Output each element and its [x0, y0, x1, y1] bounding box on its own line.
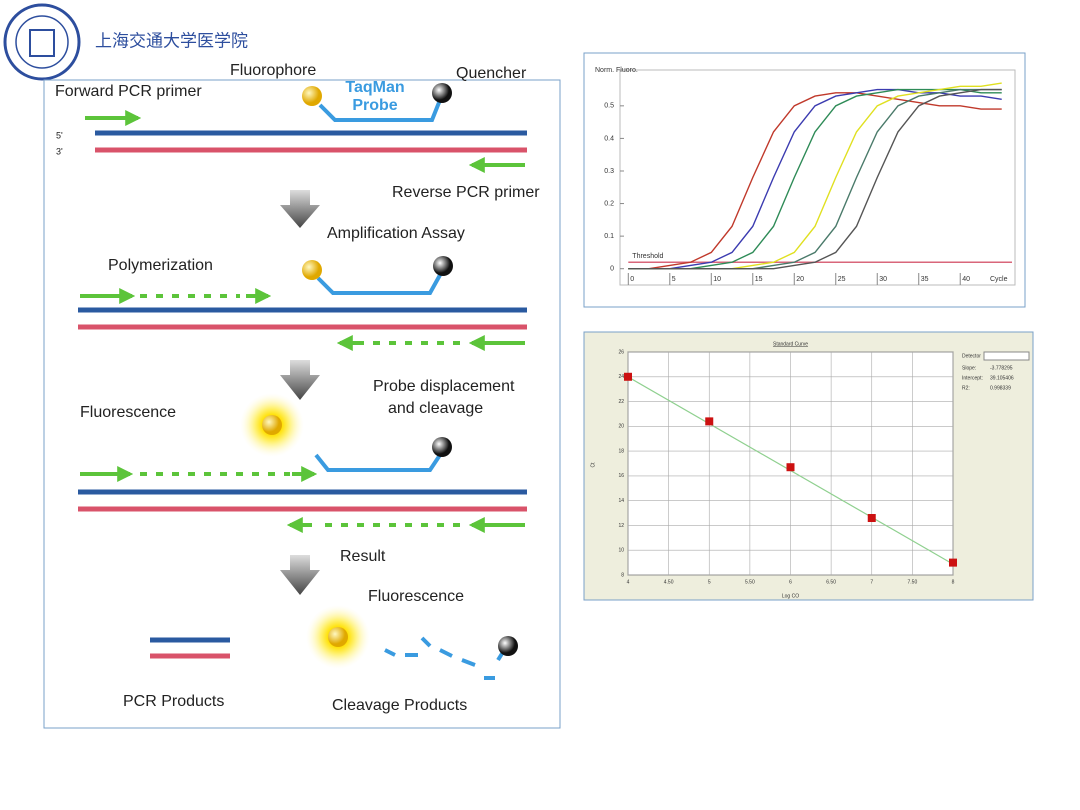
x-tick-label: 0	[630, 276, 634, 283]
point	[786, 463, 795, 472]
curve	[628, 92, 1002, 270]
x-tick-label: 40	[962, 276, 970, 283]
x-tick-label: 8	[952, 579, 955, 585]
y-tick-label: 24	[618, 374, 624, 380]
x-tick-label: 7	[870, 579, 873, 585]
x-tick-label: 20	[796, 276, 804, 283]
x-tick-label: 35	[921, 276, 929, 283]
fragments	[384, 636, 505, 680]
y-tick-label: 0.3	[604, 168, 614, 175]
x-tick-label: 4.50	[664, 579, 674, 585]
y-axis-label: Ct	[590, 462, 596, 468]
quencher	[433, 256, 453, 276]
x-tick-label: 7.50	[908, 579, 918, 585]
probe	[314, 453, 442, 472]
stat-label: R2:	[962, 385, 970, 391]
y-tick-label: 22	[618, 399, 624, 405]
curve	[628, 88, 1002, 270]
probe	[318, 99, 442, 122]
y-tick-label: 16	[618, 473, 624, 479]
stat-label: Slope:	[962, 365, 976, 371]
x-tick-label: 6	[789, 579, 792, 585]
fluorophore	[262, 415, 282, 435]
label: 5'	[56, 130, 63, 140]
label: PCR Products	[123, 693, 224, 710]
x-tick-label: 5	[708, 579, 711, 585]
x-tick-label: 10	[713, 276, 721, 283]
x-tick-label: 30	[879, 276, 887, 283]
stat-value: 0.998339	[990, 385, 1011, 391]
label: Reverse PCR primer	[392, 184, 540, 201]
quencher	[498, 636, 518, 656]
label: Fluorophore	[230, 62, 316, 79]
label: TaqMan	[345, 79, 404, 96]
label: Fluorescence	[368, 588, 464, 605]
y-tick-label: 10	[618, 548, 624, 554]
quencher	[432, 83, 452, 103]
y-tick-label: 0.4	[604, 135, 614, 142]
point	[624, 372, 632, 381]
x-tick-label: 25	[838, 276, 846, 283]
y-tick-label: 0.5	[604, 103, 614, 110]
x-tick-label: 6.50	[826, 579, 836, 585]
point	[867, 514, 876, 523]
logo	[3, 3, 81, 81]
detector-select	[983, 351, 1030, 361]
x-tick-label: 5.50	[745, 579, 755, 585]
x-tick-label: 15	[755, 276, 763, 283]
y-tick-label: 0.1	[604, 233, 614, 240]
x-tick-label: 4	[627, 579, 630, 585]
label: 3'	[56, 146, 63, 156]
diagram: Forward PCR primer Fluorophore TaqMan Pr…	[43, 62, 561, 729]
y-tick-label: 0.2	[604, 200, 614, 207]
x-axis-label: Log CO	[782, 593, 799, 599]
chart-title: Standard Curve	[773, 341, 808, 347]
step-arrow	[280, 555, 320, 595]
label: Amplification Assay	[327, 225, 465, 242]
point	[949, 558, 957, 567]
detector-label: Detector	[962, 353, 981, 359]
label: Result	[340, 548, 386, 565]
stat-value: -3.778295	[990, 365, 1013, 371]
probe	[316, 274, 442, 295]
y-tick-label: 12	[618, 523, 624, 529]
header-title: 上海交通大学医学院	[95, 32, 248, 52]
step-arrow	[280, 360, 320, 400]
y-tick-label: 14	[618, 498, 624, 504]
y-tick-label: 8	[621, 572, 624, 578]
threshold-label: Threshold	[632, 253, 663, 260]
x-axis-label: Cycle	[990, 276, 1008, 283]
plot-area	[619, 69, 1016, 286]
y-tick-label: 18	[618, 448, 624, 454]
quencher	[432, 437, 452, 457]
label: Polymerization	[108, 257, 213, 274]
point	[705, 417, 714, 426]
label: Quencher	[456, 65, 527, 82]
stat-label: Intercept:	[962, 375, 983, 381]
y-axis-label: Norm. Fluoro.	[595, 67, 638, 74]
label: Cleavage Products	[332, 697, 467, 714]
label: Forward PCR primer	[55, 83, 202, 100]
fluorophore	[302, 260, 322, 280]
y-tick-label: 0	[610, 266, 614, 273]
x-tick-label: 5	[672, 276, 676, 283]
label: Fluorescence	[80, 404, 176, 421]
label: and cleavage	[388, 400, 483, 417]
fluorophore	[328, 627, 348, 647]
fluorophore	[302, 86, 322, 106]
stat-value: 39.105406	[990, 375, 1014, 381]
label: Probe	[352, 97, 397, 114]
label: Probe displacement	[373, 378, 515, 395]
y-tick-label: 26	[618, 349, 624, 355]
step-arrow	[280, 190, 320, 228]
y-tick-label: 20	[618, 424, 624, 430]
